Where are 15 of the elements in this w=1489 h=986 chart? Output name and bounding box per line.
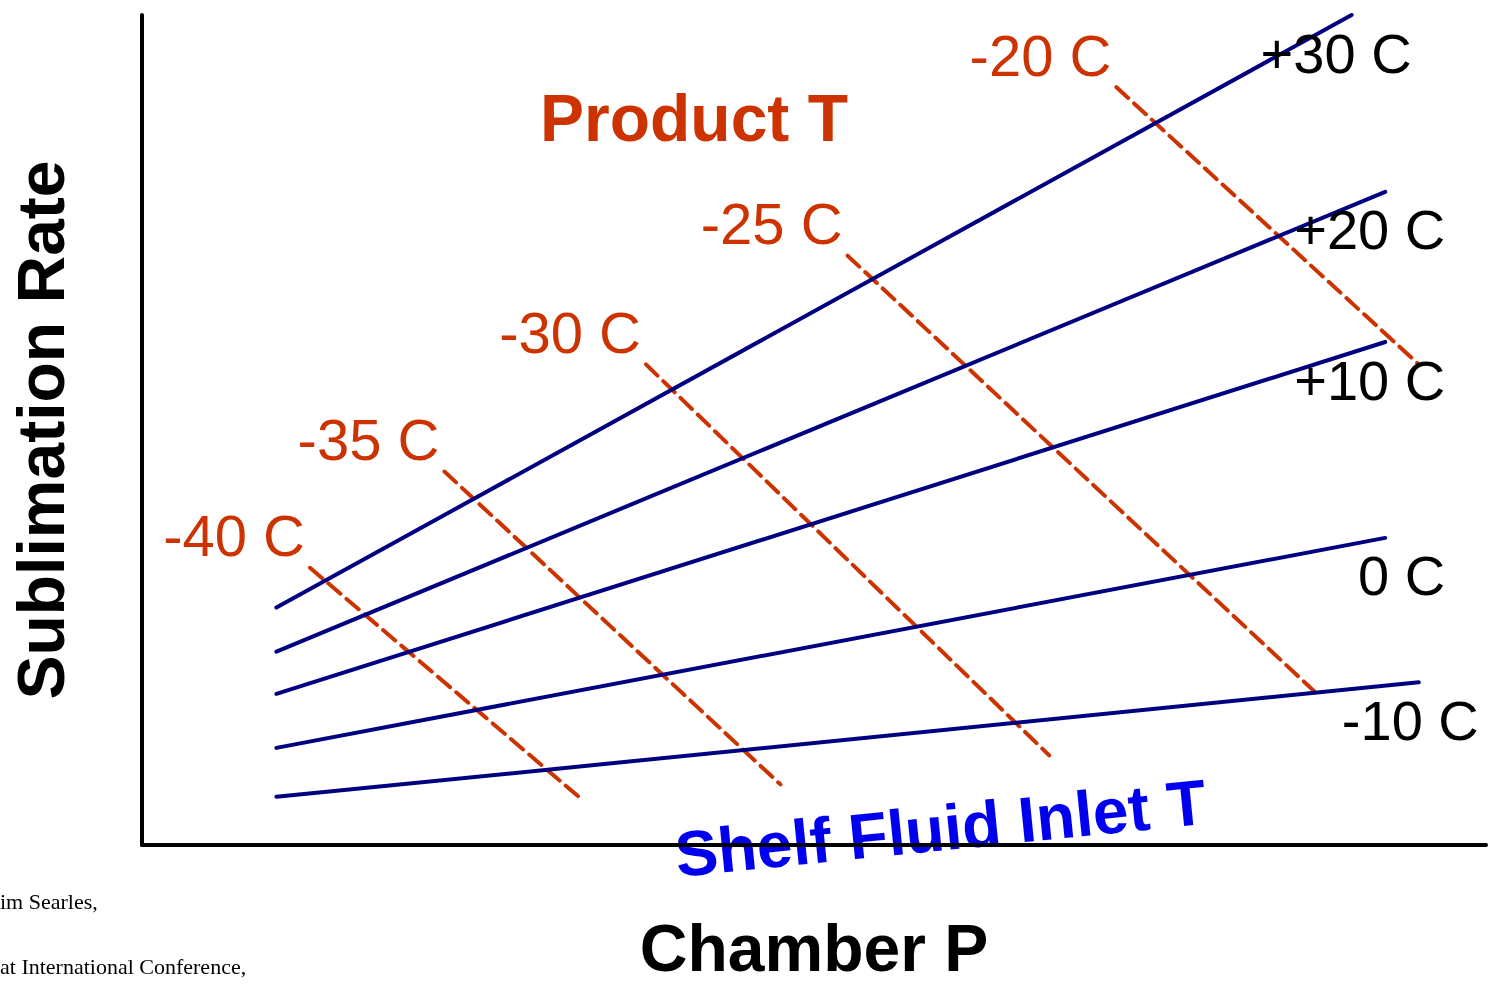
text: at International Conference,: [0, 953, 247, 979]
series-label: 0 C: [1358, 544, 1446, 608]
series-label: +30 C: [1260, 21, 1412, 85]
series-label: -10 C: [1341, 688, 1479, 752]
series-label: -25 C: [700, 191, 843, 257]
text: im Searles,: [0, 888, 98, 914]
x-axis-title: Chamber P: [639, 911, 989, 985]
series-label: -20 C: [969, 22, 1112, 88]
series-label: -30 C: [499, 299, 641, 365]
y-axis-title: Sublimation Rate: [4, 160, 78, 700]
annotation: Product T: [540, 81, 848, 155]
series-label: -35 C: [297, 407, 440, 472]
series-label: -40 C: [163, 503, 305, 569]
series-label: +20 C: [1294, 198, 1446, 262]
series-label: +10 C: [1294, 348, 1446, 412]
